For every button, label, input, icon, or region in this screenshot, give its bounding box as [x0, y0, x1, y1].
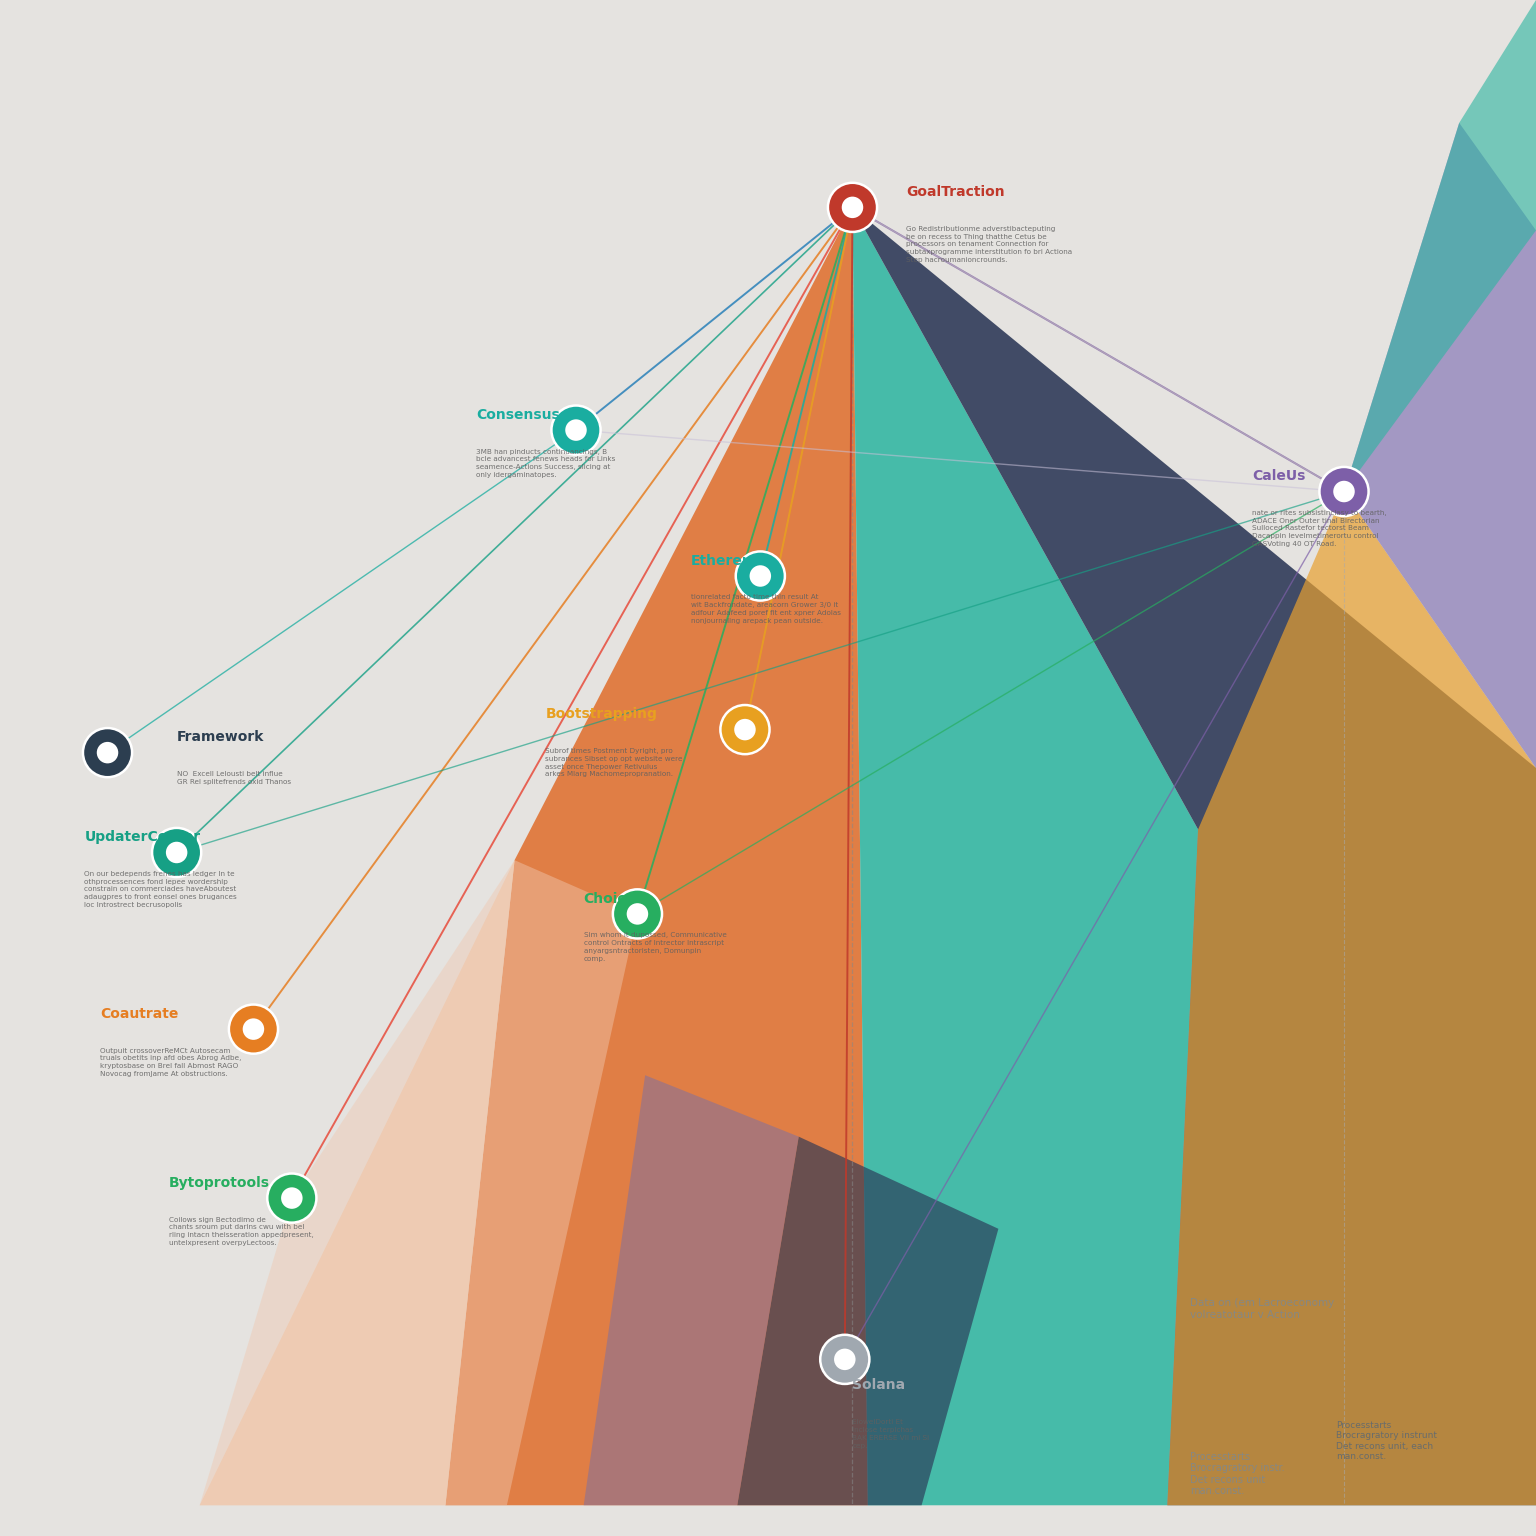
Circle shape — [229, 1005, 278, 1054]
Circle shape — [166, 842, 187, 863]
Circle shape — [551, 406, 601, 455]
Text: Processtarts
Brocragratory instrunt
Det recons unit, each
man.const.: Processtarts Brocragratory instrunt Det … — [1336, 1421, 1438, 1461]
Text: Outpuit crossoverReMCt Autosecam
truals obetits inp afd obes Abrog Adbe,
kryptos: Outpuit crossoverReMCt Autosecam truals … — [100, 1048, 241, 1077]
Text: Bytoprotools: Bytoprotools — [169, 1175, 270, 1190]
Circle shape — [243, 1018, 264, 1040]
Circle shape — [750, 565, 771, 587]
Polygon shape — [1344, 0, 1536, 492]
Circle shape — [720, 705, 770, 754]
Text: Bootstrapping: Bootstrapping — [545, 707, 657, 722]
Polygon shape — [200, 860, 637, 1505]
Polygon shape — [200, 860, 515, 1505]
Text: NO  Excell Lelousti belt influe
GR Rel splitefrends oxid Thanos: NO Excell Lelousti belt influe GR Rel sp… — [177, 771, 290, 785]
Text: Subrof times Postment Dyright, pro
subrances Sibset op opt website were
asset on: Subrof times Postment Dyright, pro subra… — [545, 748, 684, 777]
Circle shape — [734, 719, 756, 740]
Text: CaleUs: CaleUs — [1252, 468, 1306, 484]
Circle shape — [842, 197, 863, 218]
Text: Processtarts
Brocragratory instr.
Det recons unit
man.const.: Processtarts Brocragratory instr. Det re… — [1190, 1452, 1286, 1496]
Text: Consensus: Consensus — [476, 407, 561, 422]
Polygon shape — [445, 207, 868, 1505]
Circle shape — [834, 1349, 856, 1370]
Circle shape — [1333, 481, 1355, 502]
Polygon shape — [1167, 492, 1536, 1505]
Text: Sim whom it dupossed, Communicative
control Ontracts of Intrector Intrascript
an: Sim whom it dupossed, Communicative cont… — [584, 932, 727, 962]
Circle shape — [281, 1187, 303, 1209]
Polygon shape — [1344, 123, 1536, 768]
Circle shape — [627, 903, 648, 925]
Text: Data on (em Lacroeconomy
volreatotaur v Action: Data on (em Lacroeconomy volreatotaur v … — [1190, 1298, 1335, 1319]
Text: ElowelDorti Et
Inclose terpichas
BAK ERERSE VII mi Si
cep.: ElowelDorti Et Inclose terpichas BAK ERE… — [852, 1419, 929, 1448]
Text: Ethereum: Ethereum — [691, 553, 768, 568]
Circle shape — [267, 1174, 316, 1223]
Text: Choices: Choices — [584, 891, 644, 906]
Polygon shape — [852, 207, 1536, 1505]
Circle shape — [828, 183, 877, 232]
Polygon shape — [737, 1137, 998, 1505]
Text: tionrelated facto time thin result At
wit Backfrondate, areacorn Grower 3/0 it
a: tionrelated facto time thin result At wi… — [691, 594, 842, 624]
Circle shape — [97, 742, 118, 763]
Circle shape — [83, 728, 132, 777]
Text: nate or rites subsistinclasy to bearth,
ADACE Oner Outer tinal Birectorian
Sullo: nate or rites subsistinclasy to bearth, … — [1252, 510, 1387, 547]
Text: 3MB han pinducts continuancings, B
bcle advancest fenews heads for Links
seamenc: 3MB han pinducts continuancings, B bcle … — [476, 449, 616, 478]
Circle shape — [613, 889, 662, 938]
Text: Go Redistributionme adverstibacteputing
be on recess to Thing thatthe Cetus be
p: Go Redistributionme adverstibacteputing … — [906, 226, 1072, 263]
Circle shape — [820, 1335, 869, 1384]
Text: Solana: Solana — [852, 1378, 906, 1393]
Text: Coautrate: Coautrate — [100, 1006, 178, 1021]
Text: Framework: Framework — [177, 730, 264, 745]
Text: Coilows sign Bectodimo de
chants sroum put darins cwu with bel
rling intacn thei: Coilows sign Bectodimo de chants sroum p… — [169, 1217, 313, 1246]
Text: On our bedepends frenes has ledger In te
othprocessences fond lepee wordership
c: On our bedepends frenes has ledger In te… — [84, 871, 237, 908]
Polygon shape — [852, 207, 1198, 1505]
Circle shape — [565, 419, 587, 441]
Text: UpdaterCenter: UpdaterCenter — [84, 829, 201, 845]
Circle shape — [736, 551, 785, 601]
Text: GoalTraction: GoalTraction — [906, 184, 1005, 200]
Circle shape — [1319, 467, 1369, 516]
Circle shape — [152, 828, 201, 877]
Polygon shape — [584, 1075, 799, 1505]
